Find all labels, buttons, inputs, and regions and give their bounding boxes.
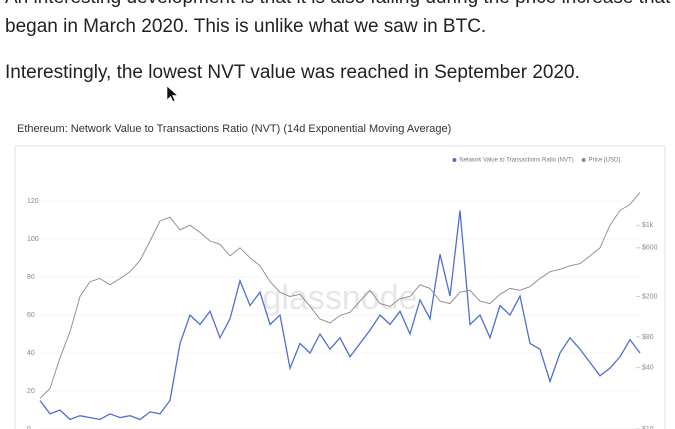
watermark: glassnode: [262, 279, 417, 317]
chart-frame: [14, 145, 666, 429]
article-line: An interesting development is that it is…: [5, 0, 671, 8]
y2-tick-label: $10: [642, 426, 654, 429]
y-tick-label: 120: [27, 198, 39, 205]
legend-label: Price [USD]: [589, 158, 621, 164]
series-line: [39, 210, 641, 421]
y-tick-label: 40: [27, 350, 35, 357]
chart-title: Ethereum: Network Value to Transactions …: [17, 123, 451, 135]
article-line: Interestingly, the lowest NVT value was …: [5, 62, 580, 83]
legend-label: Network Value to Transactions Ratio (NVT…: [459, 158, 573, 164]
cursor: [166, 85, 179, 102]
y-tick-label: 0: [27, 426, 31, 429]
legend-swatch: [581, 158, 586, 162]
y2-tick-label: $600: [642, 245, 658, 252]
y-tick-label: 20: [27, 388, 35, 395]
y-tick-label: 80: [27, 274, 35, 281]
y-tick-label: 60: [27, 312, 35, 319]
y2-tick-label: $40: [642, 365, 654, 372]
y2-tick-label: $1k: [642, 222, 654, 229]
series-line: [39, 192, 641, 399]
legend-swatch: [452, 158, 457, 162]
y2-tick-label: $200: [642, 293, 658, 300]
article-line: began in March 2020. This is unlike what…: [5, 16, 486, 37]
y2-tick-label: $80: [642, 334, 654, 341]
y-tick-label: 100: [27, 236, 39, 243]
